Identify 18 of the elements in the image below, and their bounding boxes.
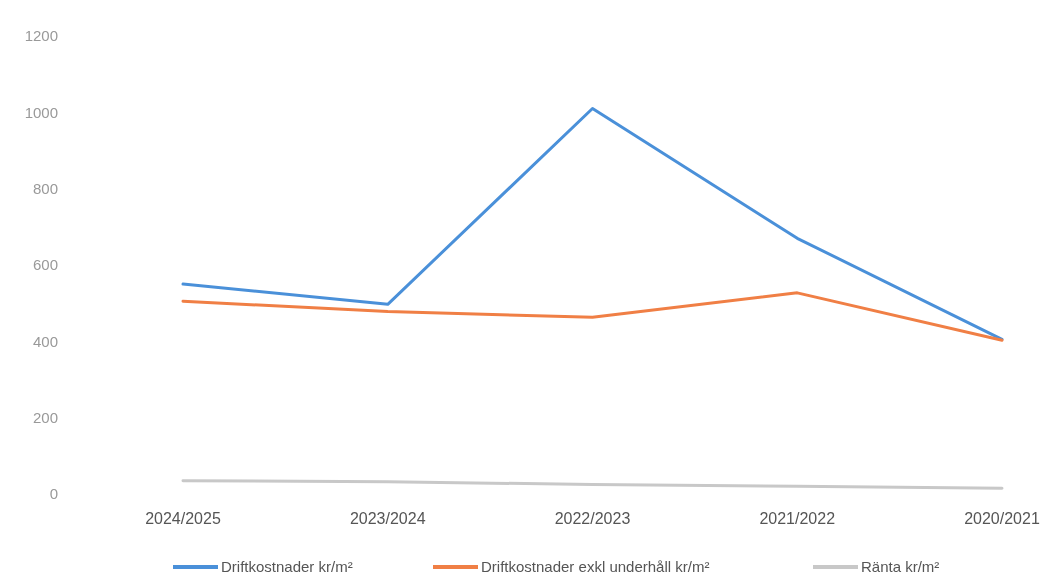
x-tick-label: 2021/2022 xyxy=(759,510,836,527)
legend-label: Ränta kr/m² xyxy=(861,558,940,575)
y-tick-label: 200 xyxy=(32,408,58,426)
y-tick-label: 400 xyxy=(32,332,58,350)
line-series xyxy=(181,291,1004,342)
x-tick-label: 2020/2021 xyxy=(964,510,1040,527)
y-tick-label: 1200 xyxy=(24,27,58,45)
line-series xyxy=(181,479,1004,490)
legend-label: Driftkostnader kr/m² xyxy=(221,558,353,575)
y-tick-label: 1000 xyxy=(24,103,58,121)
legend-label: Driftkostnader exkl underhåll kr/m² xyxy=(481,558,710,575)
y-tick-label: 800 xyxy=(32,179,58,197)
line-series xyxy=(181,107,1004,341)
x-tick-label: 2024/2025 xyxy=(145,510,221,527)
x-tick-label: 2022/2023 xyxy=(554,510,631,527)
y-tick-label: 600 xyxy=(32,256,58,274)
y-tick-label: 0 xyxy=(49,485,58,503)
x-tick-label: 2023/2024 xyxy=(349,510,426,527)
